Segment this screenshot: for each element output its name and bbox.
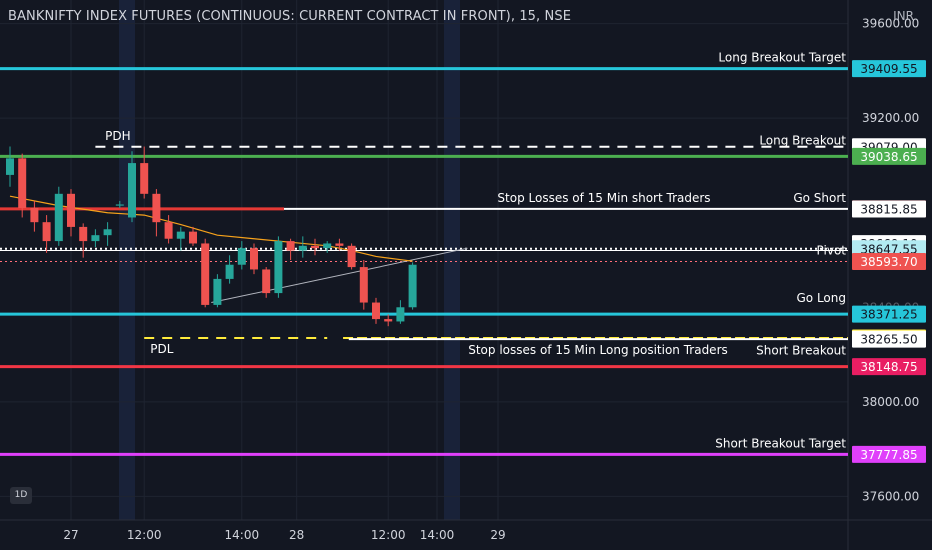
candle-body[interactable] xyxy=(18,158,27,208)
price-badge xyxy=(852,445,926,463)
price-badge-label: 39409.55 xyxy=(860,62,917,76)
level-label: Go Short xyxy=(793,191,846,205)
time-axis-tick: 14:00 xyxy=(420,528,455,542)
price-badge-label: 38371.25 xyxy=(860,308,917,322)
price-axis-tick: 38000.00 xyxy=(862,395,919,409)
price-badge-label: 38593.70 xyxy=(860,255,917,269)
level-label: Stop Losses of 15 Min short Traders xyxy=(497,191,710,205)
time-axis-tick: 27 xyxy=(63,528,78,542)
price-axis-tick: 37600.00 xyxy=(862,489,919,503)
currency-label: INR xyxy=(893,9,914,23)
candle-body[interactable] xyxy=(298,245,307,251)
trend-line[interactable] xyxy=(211,247,468,304)
candle-body[interactable] xyxy=(335,243,344,246)
chart-title: BANKNIFTY INDEX FUTURES (CONTINUOUS: CUR… xyxy=(8,9,572,24)
level-label: PDL xyxy=(150,342,173,356)
candle-body[interactable] xyxy=(225,264,234,279)
level-label: Pivot xyxy=(817,243,847,257)
candle-body[interactable] xyxy=(408,264,417,308)
price-badge-label: 39038.65 xyxy=(860,150,917,164)
candle-body[interactable] xyxy=(347,245,356,268)
level-label: Long Breakout xyxy=(759,133,846,147)
candle-body[interactable] xyxy=(274,241,283,294)
candle-body[interactable] xyxy=(372,302,380,320)
level-label: Go Long xyxy=(797,291,847,305)
price-badge xyxy=(852,200,926,218)
candle-body[interactable] xyxy=(323,243,332,249)
candle-body[interactable] xyxy=(359,267,368,303)
price-axis-tick: 39200.00 xyxy=(862,111,919,125)
candle-body[interactable] xyxy=(213,278,222,305)
candle-body[interactable] xyxy=(54,193,63,242)
candle-body[interactable] xyxy=(115,204,124,206)
price-badge-label: 38265.50 xyxy=(860,333,917,347)
level-label: Stop losses of 15 Min Long position Trad… xyxy=(468,343,728,357)
candle-body[interactable] xyxy=(164,222,173,239)
price-badge xyxy=(852,330,926,348)
price-badge-label: 38148.75 xyxy=(860,360,917,374)
candle-body[interactable] xyxy=(396,307,405,322)
price-axis-tick: 39600.00 xyxy=(862,17,919,31)
candle-body[interactable] xyxy=(67,193,75,227)
time-axis-tick: 14:00 xyxy=(225,528,260,542)
moving-average-line xyxy=(9,195,413,262)
candle-body[interactable] xyxy=(79,226,88,242)
candle-body[interactable] xyxy=(286,241,295,251)
time-axis-tick: 29 xyxy=(490,528,505,542)
candle-body[interactable] xyxy=(91,235,100,242)
level-label: Short Breakout xyxy=(756,344,846,358)
level-label: Long Breakout Target xyxy=(718,51,846,65)
price-badge xyxy=(852,305,926,323)
time-axis-tick: 12:00 xyxy=(371,528,406,542)
candle-body[interactable] xyxy=(42,222,51,242)
candle-body[interactable] xyxy=(30,208,39,223)
price-badge xyxy=(852,358,926,376)
candle-body[interactable] xyxy=(201,243,210,305)
candle-body[interactable] xyxy=(128,163,136,218)
candle-body[interactable] xyxy=(189,231,197,244)
candle-body[interactable] xyxy=(262,269,271,294)
candle-body[interactable] xyxy=(103,229,112,236)
candle-body[interactable] xyxy=(140,163,149,194)
price-badge-label: 38815.85 xyxy=(860,202,917,216)
candle-body[interactable] xyxy=(6,158,14,175)
candle-body[interactable] xyxy=(152,193,161,223)
interval-badge[interactable]: 1D xyxy=(10,487,32,504)
candle-body[interactable] xyxy=(250,248,258,270)
price-badge xyxy=(852,147,926,165)
time-axis-tick: 12:00 xyxy=(127,528,162,542)
level-label: Short Breakout Target xyxy=(715,436,846,450)
time-axis-tick: 28 xyxy=(289,528,304,542)
level-label: PDH xyxy=(105,129,131,143)
price-badge-label: 38647.55 xyxy=(860,242,917,256)
price-badge xyxy=(852,252,926,270)
session-band xyxy=(119,0,135,520)
candle-body[interactable] xyxy=(384,319,393,322)
candle-body[interactable] xyxy=(311,245,319,249)
price-badge xyxy=(852,60,926,78)
candle-body[interactable] xyxy=(237,248,246,265)
candle-body[interactable] xyxy=(176,231,185,239)
price-badge-label: 37777.85 xyxy=(860,448,917,462)
session-band xyxy=(444,0,460,520)
